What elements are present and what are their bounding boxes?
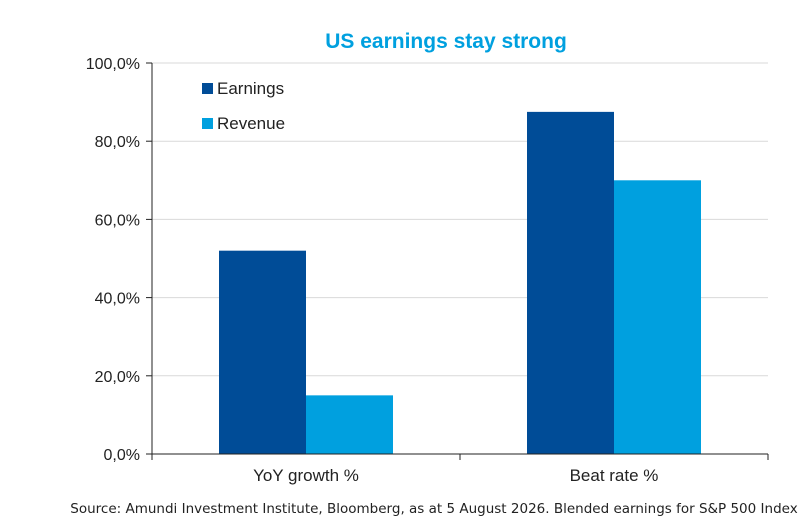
source-note: Source: Amundi Investment Institute, Blo… — [70, 501, 797, 517]
legend-label-revenue: Revenue — [217, 114, 285, 133]
legend-swatch-revenue — [202, 118, 213, 129]
y-tick-label: 0,0% — [104, 447, 140, 464]
y-axis: 0,0% 20,0% 40,0% 60,0% 80,0% 100,0% — [86, 56, 153, 464]
legend: Earnings Revenue — [202, 79, 285, 133]
x-category-label: YoY growth % — [253, 466, 359, 485]
bar-revenue-1 — [306, 395, 393, 454]
y-tick-label: 20,0% — [95, 369, 140, 386]
legend-swatch-earnings — [202, 83, 213, 94]
y-tick-label: 80,0% — [95, 134, 140, 151]
x-axis: YoY growth % Beat rate % — [151, 453, 769, 485]
legend-label-earnings: Earnings — [217, 79, 284, 98]
chart-title: US earnings stay strong — [325, 30, 567, 53]
bar-revenue-2 — [614, 180, 701, 455]
x-category-label: Beat rate % — [570, 466, 659, 485]
y-tick-label: 40,0% — [95, 291, 140, 308]
bar-earnings-1 — [219, 250, 306, 454]
bars — [219, 111, 701, 455]
y-tick-label: 60,0% — [95, 212, 140, 229]
y-tick-label: 100,0% — [86, 56, 140, 73]
bar-earnings-2 — [527, 111, 614, 454]
